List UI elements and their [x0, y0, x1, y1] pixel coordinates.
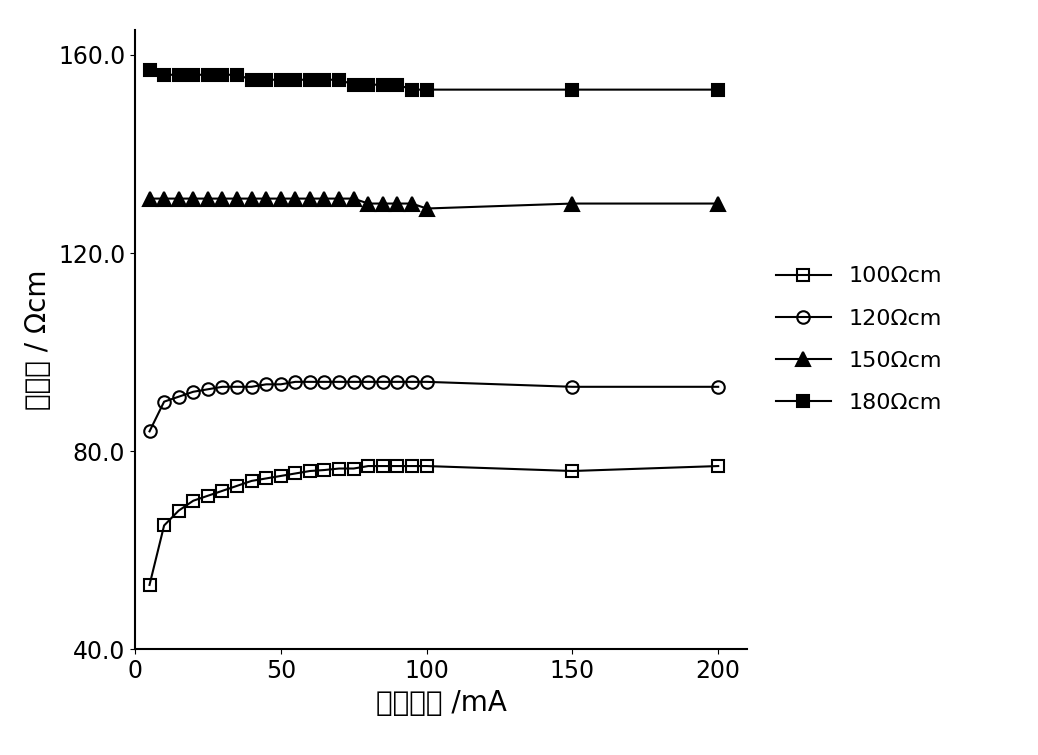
100Ωcm [712, 461, 725, 470]
120Ωcm [216, 382, 228, 391]
150Ωcm [201, 194, 214, 203]
180Ωcm [712, 85, 725, 94]
150Ωcm [274, 194, 286, 203]
180Ωcm [406, 85, 418, 94]
120Ωcm [712, 382, 725, 391]
120Ωcm [245, 382, 257, 391]
150Ωcm [230, 194, 243, 203]
150Ωcm [712, 199, 725, 208]
180Ωcm [333, 76, 346, 85]
150Ωcm [406, 199, 418, 208]
Line: 180Ωcm: 180Ωcm [143, 63, 725, 96]
180Ωcm [172, 70, 185, 79]
100Ωcm [304, 467, 317, 476]
180Ωcm [377, 80, 389, 89]
Y-axis label: 电阱率 / Ωcm: 电阱率 / Ωcm [25, 270, 52, 410]
120Ωcm [201, 385, 214, 394]
120Ωcm [377, 378, 389, 387]
180Ωcm [158, 70, 170, 79]
120Ωcm [172, 392, 185, 401]
120Ωcm [260, 380, 272, 389]
150Ωcm [319, 194, 331, 203]
Line: 100Ωcm: 100Ωcm [143, 460, 725, 591]
180Ωcm [304, 76, 317, 85]
120Ωcm [187, 387, 199, 396]
100Ωcm [391, 461, 404, 470]
150Ωcm [333, 194, 346, 203]
180Ωcm [420, 85, 433, 94]
120Ωcm [362, 378, 375, 387]
100Ωcm [290, 469, 302, 478]
100Ωcm [230, 482, 243, 491]
100Ωcm [406, 461, 418, 470]
150Ωcm [290, 194, 302, 203]
150Ωcm [391, 199, 404, 208]
180Ωcm [187, 70, 199, 79]
150Ωcm [187, 194, 199, 203]
Line: 150Ωcm: 150Ωcm [142, 192, 726, 215]
120Ωcm [143, 427, 156, 436]
100Ωcm [187, 496, 199, 505]
150Ωcm [260, 194, 272, 203]
180Ωcm [319, 76, 331, 85]
150Ωcm [566, 199, 578, 208]
100Ωcm [348, 464, 360, 473]
100Ωcm [260, 474, 272, 483]
120Ωcm [566, 382, 578, 391]
100Ωcm [362, 461, 375, 470]
150Ωcm [304, 194, 317, 203]
150Ωcm [216, 194, 228, 203]
180Ωcm [245, 76, 257, 85]
120Ωcm [158, 397, 170, 406]
150Ωcm [362, 199, 375, 208]
180Ωcm [391, 80, 404, 89]
100Ωcm [274, 471, 286, 480]
150Ωcm [245, 194, 257, 203]
180Ωcm [290, 76, 302, 85]
100Ωcm [377, 461, 389, 470]
180Ωcm [230, 70, 243, 79]
100Ωcm [172, 506, 185, 515]
120Ωcm [274, 380, 286, 389]
120Ωcm [348, 378, 360, 387]
180Ωcm [201, 70, 214, 79]
100Ωcm [333, 464, 346, 473]
180Ωcm [143, 65, 156, 74]
180Ωcm [260, 76, 272, 85]
Line: 120Ωcm: 120Ωcm [143, 375, 725, 438]
100Ωcm [216, 486, 228, 495]
100Ωcm [158, 521, 170, 530]
120Ωcm [319, 378, 331, 387]
150Ωcm [172, 194, 185, 203]
100Ωcm [245, 476, 257, 485]
150Ωcm [348, 194, 360, 203]
180Ωcm [566, 85, 578, 94]
120Ωcm [406, 378, 418, 387]
100Ωcm [420, 461, 433, 470]
100Ωcm [566, 467, 578, 476]
100Ωcm [143, 581, 156, 590]
180Ωcm [216, 70, 228, 79]
120Ωcm [230, 382, 243, 391]
180Ωcm [274, 76, 286, 85]
100Ωcm [319, 466, 331, 475]
100Ωcm [201, 492, 214, 501]
150Ωcm [377, 199, 389, 208]
150Ωcm [420, 204, 433, 213]
Legend: 100Ωcm, 120Ωcm, 150Ωcm, 180Ωcm: 100Ωcm, 120Ωcm, 150Ωcm, 180Ωcm [765, 255, 954, 424]
120Ωcm [420, 378, 433, 387]
120Ωcm [333, 378, 346, 387]
150Ωcm [158, 194, 170, 203]
120Ωcm [290, 378, 302, 387]
180Ωcm [348, 80, 360, 89]
120Ωcm [304, 378, 317, 387]
X-axis label: 恒定电流 /mA: 恒定电流 /mA [376, 689, 507, 716]
120Ωcm [391, 378, 404, 387]
180Ωcm [362, 80, 375, 89]
150Ωcm [143, 194, 156, 203]
